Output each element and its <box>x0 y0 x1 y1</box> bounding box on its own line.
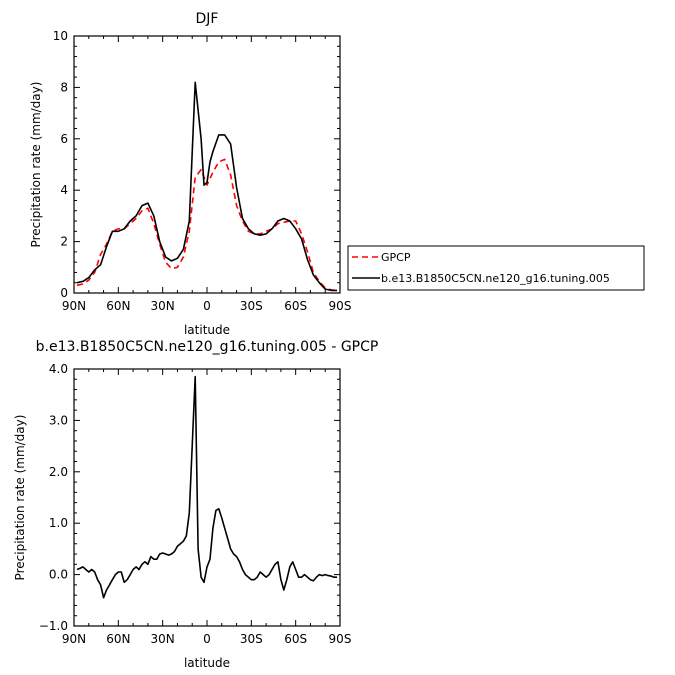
bottom-xtick-label: 90N <box>62 632 86 646</box>
bottom-chart-title: b.e13.B1850C5CN.ne120_g16.tuning.005 - G… <box>36 339 379 355</box>
top-chart-series <box>76 81 338 292</box>
bottom-ytick-label: 2.0 <box>49 465 68 479</box>
bottom-chart-series <box>76 375 337 599</box>
legend-label-gpcp: GPCP <box>381 251 411 264</box>
bottom-ytick-label: 0.0 <box>49 568 68 582</box>
top-xtick-label: 90S <box>329 299 352 313</box>
top-xtick-label: 60S <box>284 299 307 313</box>
top-chart: DJF 90N 60N 30N 0 30S 60S 90S 0 2 4 6 8 10 Precipita… <box>29 11 645 337</box>
top-xtick-label: 30N <box>151 299 175 313</box>
bottom-xtick-label: 90S <box>329 632 352 646</box>
bottom-xtick-label: 60S <box>284 632 307 646</box>
top-ytick-label: 8 <box>60 80 68 94</box>
bottom-xtick-label: 30N <box>151 632 175 646</box>
bottom-ytick-label: −1.0 <box>39 619 68 633</box>
top-chart-ticks: 90N 60N 30N 0 30S 60S 90S 0 2 4 6 8 10 <box>53 29 352 313</box>
bottom-xtick-label: 30S <box>240 632 263 646</box>
bottom-ytick-label: 3.0 <box>49 413 68 427</box>
bottom-chart-frame <box>73 368 341 627</box>
bottom-ytick-label: 4.0 <box>49 362 68 376</box>
top-xtick-label: 0 <box>203 299 211 313</box>
top-chart-ylabel: Precipitation rate (mm/day) <box>29 82 43 248</box>
top-series-line-1 <box>76 81 337 292</box>
bottom-chart: b.e13.B1850C5CN.ne120_g16.tuning.005 - G… <box>13 339 378 670</box>
bottom-xtick-label: 60N <box>106 632 130 646</box>
bottom-xtick-label: 0 <box>203 632 211 646</box>
top-ytick-label: 10 <box>53 29 68 43</box>
top-xtick-label: 60N <box>106 299 130 313</box>
bottom-chart-xlabel: latitude <box>184 656 230 670</box>
top-series-line-0 <box>76 158 338 292</box>
top-chart-xlabel: latitude <box>184 323 230 337</box>
top-ytick-label: 0 <box>60 286 68 300</box>
bottom-ytick-label: 1.0 <box>49 516 68 530</box>
legend: GPCP b.e13.B1850C5CN.ne120_g16.tuning.00… <box>347 245 645 291</box>
top-ytick-label: 6 <box>60 132 68 146</box>
legend-box <box>347 245 645 291</box>
bottom-chart-ylabel: Precipitation rate (mm/day) <box>13 415 27 581</box>
legend-label-model: b.e13.B1850C5CN.ne120_g16.tuning.005 <box>381 272 610 285</box>
top-chart-frame <box>73 35 341 294</box>
top-xtick-label: 30S <box>240 299 263 313</box>
top-xtick-label: 90N <box>62 299 86 313</box>
top-ytick-label: 2 <box>60 235 68 249</box>
top-ytick-label: 4 <box>60 183 68 197</box>
top-chart-title: DJF <box>196 11 219 27</box>
bottom-series-line-0 <box>76 375 337 599</box>
